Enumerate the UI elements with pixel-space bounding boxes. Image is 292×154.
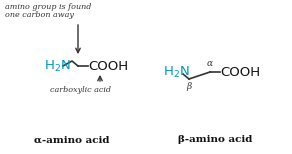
Text: α-amino acid: α-amino acid <box>34 136 110 144</box>
Text: COOH: COOH <box>88 59 128 73</box>
Text: carboxylic acid: carboxylic acid <box>50 86 110 94</box>
Text: α: α <box>207 59 213 68</box>
Text: β: β <box>186 82 192 91</box>
Text: H$_2$N: H$_2$N <box>44 59 71 74</box>
Text: H$_2$N: H$_2$N <box>163 65 190 80</box>
Text: amino group is found: amino group is found <box>5 3 91 11</box>
Text: one carbon away: one carbon away <box>5 11 74 19</box>
Text: β-amino acid: β-amino acid <box>178 136 252 144</box>
Text: COOH: COOH <box>220 65 260 79</box>
